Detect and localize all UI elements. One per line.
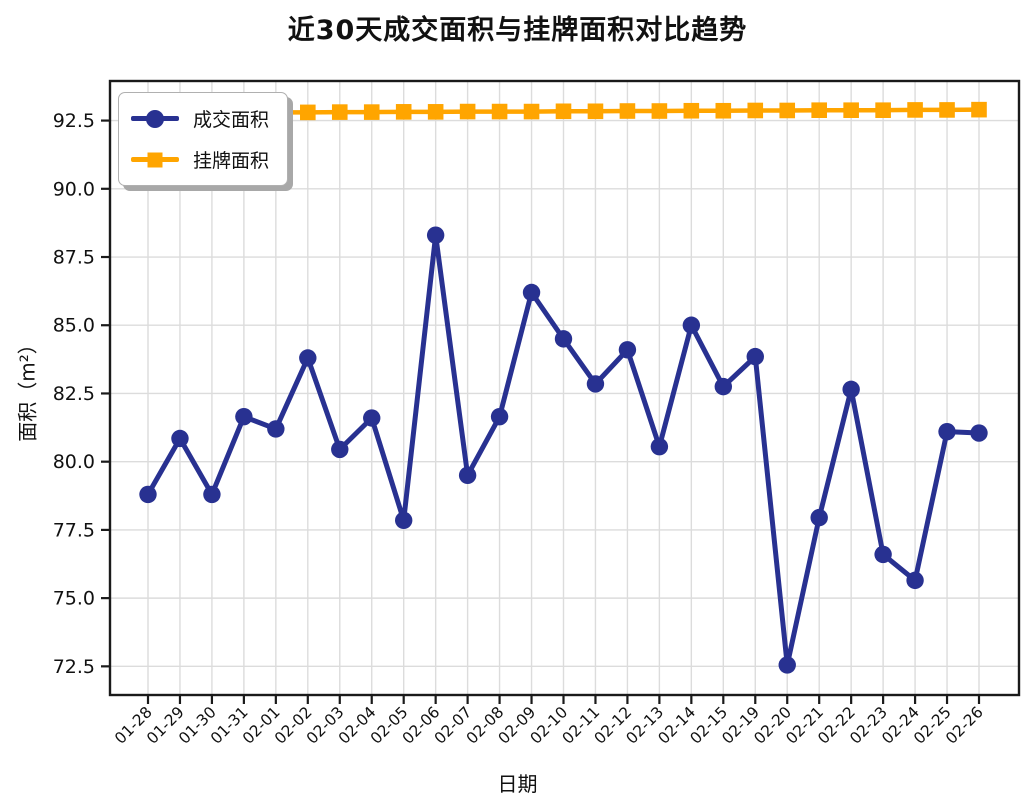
data-point xyxy=(843,102,859,118)
series-markers-0 xyxy=(139,226,988,674)
data-point xyxy=(970,424,988,442)
data-point xyxy=(299,349,317,367)
data-point xyxy=(907,102,923,118)
data-point xyxy=(459,103,476,120)
data-point xyxy=(779,102,796,119)
data-point xyxy=(683,102,700,119)
data-point xyxy=(171,429,189,448)
data-point xyxy=(811,102,827,118)
y-tick-label: 72.5 xyxy=(53,656,95,678)
data-point xyxy=(331,104,348,120)
data-point xyxy=(938,422,956,441)
data-point xyxy=(619,103,636,119)
data-point xyxy=(395,104,412,120)
data-point xyxy=(300,104,316,121)
data-point xyxy=(363,104,380,120)
x-tick-label: 02-26 xyxy=(942,703,987,748)
data-point xyxy=(778,656,796,674)
data-point xyxy=(555,103,572,120)
x-axis-label: 日期 xyxy=(497,772,538,796)
data-point xyxy=(490,407,509,426)
legend-line-square-marker-icon xyxy=(131,150,179,170)
y-tick-label: 92.5 xyxy=(53,110,95,132)
y-tick-label: 75.0 xyxy=(53,588,95,610)
data-point xyxy=(874,545,892,564)
data-point xyxy=(203,485,221,504)
data-point xyxy=(394,511,413,530)
y-tick-label: 82.5 xyxy=(53,383,95,405)
y-tick-label: 87.5 xyxy=(53,247,95,269)
data-point xyxy=(618,341,637,359)
y-tick-label: 77.5 xyxy=(53,519,95,541)
data-point xyxy=(715,102,732,119)
axis-ticks: 72.575.077.580.082.585.087.590.092.501-2… xyxy=(53,110,987,748)
data-point xyxy=(554,330,573,348)
data-point xyxy=(523,103,540,120)
data-point xyxy=(906,571,924,590)
chart-title: 近30天成交面积与挂牌面积对比趋势 xyxy=(287,15,748,46)
data-point xyxy=(939,102,955,118)
data-point xyxy=(875,102,891,118)
data-point xyxy=(267,420,285,438)
legend-item-chengjiao: 成交面积 xyxy=(131,105,269,132)
data-point xyxy=(522,283,541,302)
data-point xyxy=(491,103,508,120)
data-point xyxy=(650,437,669,456)
y-tick-label: 80.0 xyxy=(53,451,95,473)
y-tick-label: 85.0 xyxy=(53,315,95,337)
data-point xyxy=(235,407,253,426)
data-point xyxy=(651,103,668,119)
data-point xyxy=(842,380,860,399)
data-point xyxy=(810,508,828,527)
data-point xyxy=(682,316,701,334)
y-tick-label: 90.0 xyxy=(53,178,95,200)
data-point xyxy=(426,226,445,244)
data-point xyxy=(747,102,764,119)
data-point xyxy=(363,409,381,427)
legend: 成交面积 挂牌面积 xyxy=(118,92,289,186)
legend-item-guapai: 挂牌面积 xyxy=(131,146,269,173)
legend-line-circle-marker-icon xyxy=(131,109,179,129)
data-point xyxy=(331,440,349,459)
legend-label-guapai: 挂牌面积 xyxy=(193,150,270,172)
data-point xyxy=(427,104,444,120)
data-point xyxy=(587,103,604,120)
data-point xyxy=(458,466,477,485)
data-point xyxy=(714,377,733,396)
data-point xyxy=(139,485,157,504)
data-point xyxy=(586,375,605,393)
data-point xyxy=(746,347,764,366)
y-axis-label: 面积（m²） xyxy=(15,334,40,442)
legend-label-chengjiao: 成交面积 xyxy=(193,109,270,131)
data-point xyxy=(971,101,987,118)
